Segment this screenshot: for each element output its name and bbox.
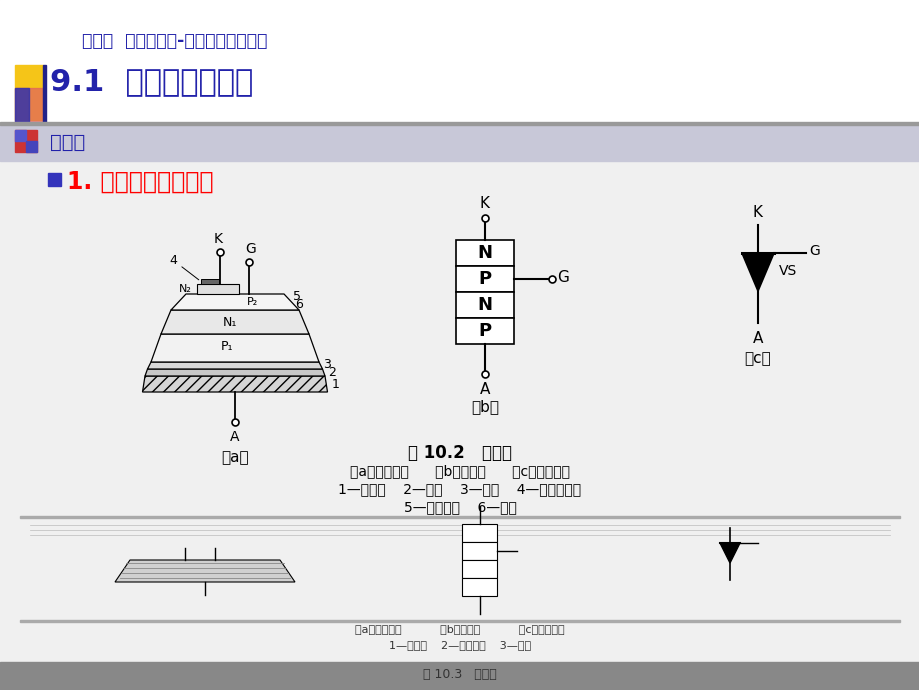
Bar: [48, 173, 61, 186]
Text: A: A: [230, 430, 240, 444]
Text: N: N: [477, 244, 492, 262]
Text: 1: 1: [332, 379, 339, 391]
Bar: [462, 524, 497, 542]
Text: 9.1  电力半导体器件: 9.1 电力半导体器件: [50, 67, 253, 96]
Polygon shape: [161, 310, 309, 334]
Polygon shape: [115, 560, 295, 582]
Text: 3: 3: [323, 359, 331, 371]
Bar: [200, 279, 219, 284]
Text: G: G: [245, 242, 256, 256]
Bar: [15, 88, 29, 122]
Bar: [15, 65, 43, 120]
Text: P: P: [478, 270, 491, 288]
Text: （c）: （c）: [743, 351, 770, 366]
Text: 4: 4: [169, 253, 199, 280]
Text: 2: 2: [328, 366, 335, 379]
Text: A: A: [752, 331, 763, 346]
Text: 1—铜底座    2—钼铝钽片    3—硅片: 1—铜底座 2—钼铝钽片 3—硅片: [389, 640, 530, 650]
Polygon shape: [171, 294, 299, 310]
Text: 图 10.3   晶闸管: 图 10.3 晶闸管: [423, 668, 496, 681]
Text: P₂: P₂: [247, 297, 258, 307]
Bar: [20, 620, 899, 622]
Text: 5: 5: [292, 290, 301, 302]
Text: P: P: [478, 322, 491, 340]
Polygon shape: [142, 376, 327, 392]
Text: A: A: [480, 382, 490, 397]
Bar: [456, 266, 514, 292]
Text: （a）内部结构      （b）示意图      （c）表示符号: （a）内部结构 （b）示意图 （c）表示符号: [349, 464, 570, 478]
Bar: [20, 516, 899, 518]
Text: （a）: （a）: [221, 450, 248, 465]
Bar: [15, 130, 37, 152]
Text: P₁: P₁: [221, 340, 233, 353]
Text: 晶闸管: 晶闸管: [50, 133, 85, 152]
Bar: [15, 130, 26, 141]
Text: G: G: [556, 270, 568, 286]
Bar: [43, 65, 46, 122]
Text: 5—金硼钯片    6—硅片: 5—金硼钯片 6—硅片: [403, 500, 516, 514]
Text: VS: VS: [778, 264, 797, 278]
Bar: [0, 0, 919, 122]
Bar: [197, 284, 239, 294]
Text: 第九章  电力电子学-晶闸管及基本电路: 第九章 电力电子学-晶闸管及基本电路: [82, 32, 267, 50]
Bar: [456, 240, 514, 266]
Text: 图 10.2   晶闸管: 图 10.2 晶闸管: [407, 444, 512, 462]
Text: K: K: [213, 232, 222, 246]
Text: 1. 晶闸管结构与符号: 1. 晶闸管结构与符号: [67, 170, 213, 194]
Bar: [456, 292, 514, 318]
Polygon shape: [720, 543, 739, 563]
Text: K: K: [480, 196, 490, 211]
Text: 1—铜底座    2—钼片    3—铝片    4—金锑合金片: 1—铜底座 2—钼片 3—铝片 4—金锑合金片: [338, 482, 581, 496]
Text: N: N: [477, 296, 492, 314]
Bar: [0, 122, 919, 125]
Bar: [15, 88, 43, 122]
Polygon shape: [145, 369, 324, 376]
Bar: [0, 662, 919, 690]
Bar: [456, 318, 514, 344]
Text: 6: 6: [295, 299, 302, 311]
Bar: [462, 578, 497, 596]
Text: N₁: N₁: [222, 315, 237, 328]
Text: K: K: [752, 205, 762, 220]
Text: G: G: [808, 244, 819, 258]
Bar: [26, 141, 37, 152]
Polygon shape: [742, 253, 773, 291]
Text: （a）内部结构           （b）晶闸管           （c）表示符号: （a）内部结构 （b）晶闸管 （c）表示符号: [355, 624, 564, 634]
Text: N₂: N₂: [179, 284, 192, 294]
Text: （b）: （b）: [471, 399, 498, 414]
Bar: [462, 560, 497, 578]
Bar: [462, 542, 497, 560]
Polygon shape: [147, 362, 323, 369]
Bar: [0, 125, 919, 161]
Polygon shape: [151, 334, 319, 362]
